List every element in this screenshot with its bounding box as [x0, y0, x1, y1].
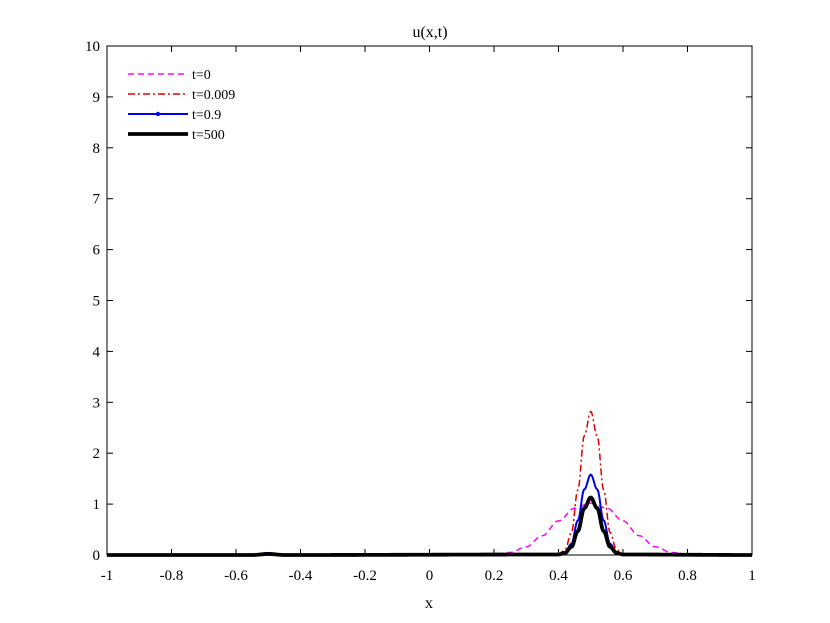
chart-title: u(x,t) [412, 24, 447, 41]
x-tick-label: 0 [426, 568, 434, 584]
legend-label: t=0.9 [192, 108, 221, 123]
x-tick-label: 0.8 [678, 568, 697, 584]
x-tick-label: 1 [748, 568, 756, 584]
x-tick-label: -0.8 [160, 568, 184, 584]
y-tick-label: 6 [93, 243, 101, 259]
tick-layer [106, 45, 753, 556]
y-tick-label: 1 [93, 497, 101, 513]
plot-area [105, 45, 754, 557]
legend-marker [155, 111, 161, 117]
y-tick-labels: 0 1 2 3 4 5 6 7 8 9 10 [85, 39, 101, 564]
x-tick-label: 0.2 [485, 568, 504, 584]
x-tick-label: -0.4 [289, 568, 313, 584]
y-tick-label: 9 [93, 90, 101, 106]
y-tick-label: 5 [93, 294, 101, 310]
y-tick-label: 10 [85, 39, 100, 55]
x-tick-label: -1 [101, 568, 114, 584]
legend-label: t=0.009 [192, 88, 235, 103]
x-tick-label: -0.2 [353, 568, 377, 584]
legend-label: t=0 [192, 68, 211, 83]
y-tick-label: 4 [93, 344, 101, 360]
y-tick-label: 8 [93, 141, 101, 157]
x-tick-labels: -1 -0.8 -0.6 -0.4 -0.2 0 0.2 0.4 0.6 0.8 1 [101, 568, 756, 584]
x-tick-label: 0.4 [549, 568, 568, 584]
x-tick-label: 0.6 [614, 568, 633, 584]
x-axis-label: x [425, 595, 433, 612]
y-tick-label: 7 [93, 192, 101, 208]
x-tick-label: -0.6 [224, 568, 248, 584]
y-tick-label: 2 [93, 446, 101, 462]
plot-background [107, 46, 752, 555]
legend-label: t=500 [192, 128, 225, 143]
legend: t=0 t=0.009 t=0.9 t=500 [128, 68, 235, 143]
y-tick-label: 3 [93, 395, 101, 411]
y-tick-label: 0 [93, 548, 101, 564]
